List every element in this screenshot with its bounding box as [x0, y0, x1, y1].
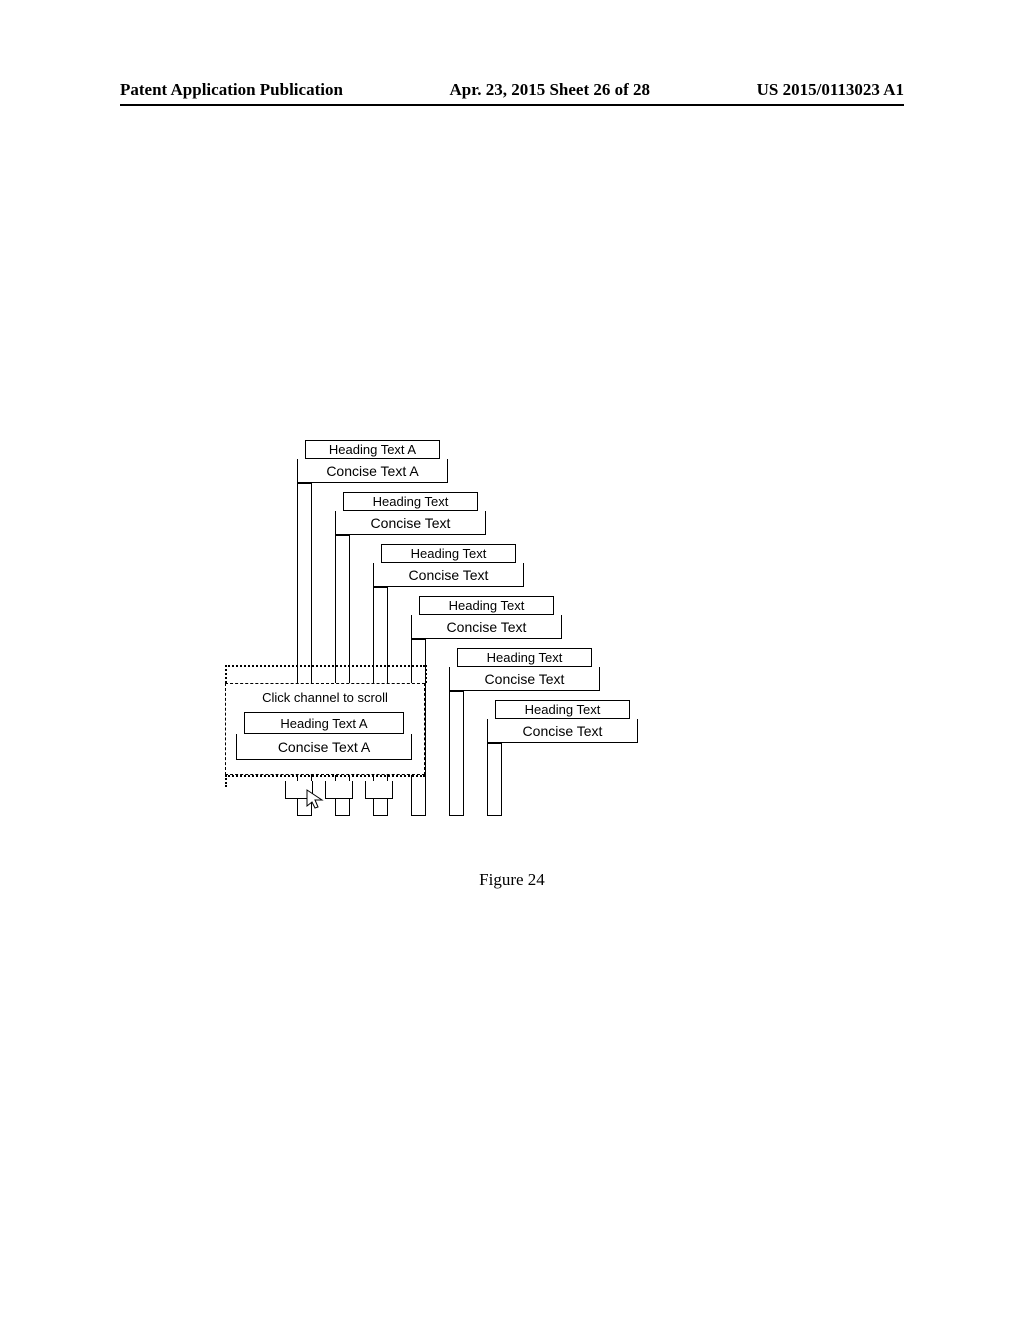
step-concise: Concise Text A	[297, 459, 448, 483]
step-heading: Heading Text	[457, 648, 592, 667]
step-concise: Concise Text	[449, 667, 600, 691]
dashed-connector	[225, 775, 425, 777]
step-heading: Heading Text	[343, 492, 478, 511]
cursor-icon	[305, 788, 327, 812]
dashed-connector	[425, 665, 427, 683]
scroll-channel[interactable]	[449, 691, 464, 816]
header-center: Apr. 23, 2015 Sheet 26 of 28	[450, 80, 651, 100]
patent-page: Patent Application Publication Apr. 23, …	[0, 0, 1024, 1320]
clipped-box	[325, 781, 353, 799]
figure-caption: Figure 24	[0, 870, 1024, 890]
step-concise: Concise Text	[335, 511, 486, 535]
step-heading: Heading Text	[381, 544, 516, 563]
step-heading: Heading Text A	[305, 440, 440, 459]
dashed-connector	[225, 665, 425, 667]
step-heading: Heading Text	[419, 596, 554, 615]
clipped-box	[365, 781, 393, 799]
step-concise: Concise Text	[373, 563, 524, 587]
page-header: Patent Application Publication Apr. 23, …	[120, 80, 904, 106]
header-right: US 2015/0113023 A1	[757, 80, 904, 100]
tooltip-concise: Concise Text A	[236, 734, 412, 760]
dashed-connector	[225, 665, 227, 683]
header-left: Patent Application Publication	[120, 80, 343, 100]
step-concise: Concise Text	[411, 615, 562, 639]
figure-diagram: Heading Text A Concise Text A Heading Te…	[235, 440, 650, 825]
tooltip-box: Click channel to scroll Heading Text A C…	[225, 683, 425, 775]
tooltip-heading: Heading Text A	[244, 712, 404, 734]
tooltip-hint: Click channel to scroll	[226, 690, 424, 705]
dashed-connector	[225, 775, 227, 787]
step-concise: Concise Text	[487, 719, 638, 743]
scroll-channel[interactable]	[487, 743, 502, 816]
step-heading: Heading Text	[495, 700, 630, 719]
